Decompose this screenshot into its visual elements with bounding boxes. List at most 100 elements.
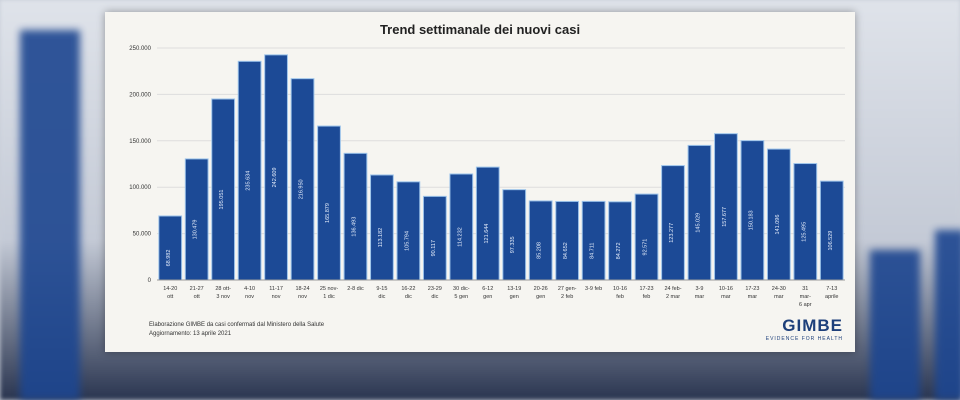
chart-card: Trend settimanale dei nuovi casi 0 50.000… [105, 12, 855, 352]
data-label: 216.950 [299, 179, 305, 199]
background-bar [20, 30, 80, 400]
data-label: 150.183 [748, 210, 754, 230]
x-tick-label: 6-12 [482, 286, 493, 292]
background-bar [935, 230, 960, 400]
data-label: 105.794 [404, 231, 410, 251]
bar [661, 165, 685, 281]
data-label: 145.029 [695, 213, 701, 233]
update-date: Aggiornamento: 13 aprile 2021 [149, 331, 232, 337]
x-tick-label: 23-29 [428, 286, 442, 292]
bar [687, 144, 712, 281]
data-label: 114.232 [457, 227, 463, 246]
x-tick-label: 17-23 [745, 286, 759, 292]
bar [422, 195, 447, 281]
x-tick-label: gen [483, 294, 492, 300]
x-tick-label: 4-10 [244, 286, 255, 292]
data-label: 141.096 [775, 215, 781, 235]
bar [608, 201, 632, 281]
x-tick-label: 2 mar [666, 294, 680, 300]
y-tick-label: 100.000 [129, 185, 151, 191]
data-label: 84.272 [616, 242, 622, 259]
x-tick-label: feb [616, 294, 624, 300]
x-tick-label: 24-30 [772, 286, 786, 292]
data-label: 97.335 [510, 236, 516, 253]
x-tick-label: 30 dic- [453, 286, 470, 292]
x-tick-label: feb [643, 294, 651, 300]
x-tick-label: 25 nov- [320, 286, 339, 292]
data-label: 136.493 [351, 217, 357, 237]
x-tick-label: 2-8 dic [347, 286, 364, 292]
data-label: 106.529 [828, 231, 834, 251]
data-label: 195.051 [219, 190, 225, 210]
data-label: 165.879 [325, 203, 331, 223]
data-label: 123.277 [669, 223, 675, 243]
x-tick-label: 10-16 [719, 286, 733, 292]
x-tick-label: gen [510, 294, 519, 300]
source-note: Elaborazione GIMBE da casi confermati da… [149, 322, 325, 328]
bar [793, 163, 818, 281]
x-tick-label: 2 feb [561, 294, 573, 300]
bar [555, 200, 580, 281]
x-tick-label: aprile [825, 294, 838, 300]
y-tick-label: 150.000 [129, 139, 151, 145]
bar [449, 173, 474, 281]
bar [502, 189, 527, 281]
x-tick-label: 27 gen- [558, 286, 577, 292]
x-tick-label: 13-19 [507, 286, 521, 292]
bar [290, 78, 315, 281]
x-tick-label: 6 apr [799, 302, 812, 308]
background-bar [870, 250, 920, 400]
x-tick-label: 28 ott- [215, 286, 231, 292]
x-tick-label: nov [245, 294, 254, 300]
x-tick-label: ott [167, 294, 174, 300]
bar [184, 158, 209, 281]
x-tick-label: 20-26 [534, 286, 548, 292]
x-tick-label: 14-20 [163, 286, 177, 292]
x-tick-label: dic [405, 294, 412, 300]
data-label: 90.117 [431, 240, 437, 256]
x-tick-label: 1 dic [323, 294, 335, 300]
x-tick-label: nov [298, 294, 307, 300]
x-tick-label: dic [378, 294, 385, 300]
x-tick-label: gen [536, 294, 545, 300]
x-tick-label: 3-9 [695, 286, 703, 292]
bar [370, 174, 394, 281]
x-tick-label: mar [721, 294, 731, 300]
x-tick-label: 3 nov [216, 294, 230, 300]
bar [528, 200, 553, 281]
x-tick-label: mar [695, 294, 705, 300]
x-tick-label: 3-9 feb [585, 286, 602, 292]
data-label: 157.677 [722, 207, 728, 227]
x-tick-label: 21-27 [190, 286, 204, 292]
data-label: 125.495 [801, 222, 807, 242]
bar [396, 181, 421, 281]
bar [158, 215, 183, 281]
x-tick-label: 24 feb- [664, 286, 681, 292]
y-tick-label: 250.000 [129, 46, 151, 52]
x-tick-label: mar- [800, 294, 811, 300]
data-label: 84.711 [590, 242, 596, 258]
bar [343, 152, 368, 281]
bar [766, 148, 791, 281]
gimbe-logo: GIMBE EVIDENCE FOR HEALTH [765, 316, 843, 342]
bar [237, 60, 262, 281]
data-label: 68.982 [166, 250, 172, 267]
x-tick-label: 17-23 [639, 286, 653, 292]
x-tick-label: 5 gen [454, 294, 468, 300]
data-label: 92.571 [643, 239, 649, 256]
bar [740, 140, 765, 281]
y-tick-label: 0 [148, 278, 152, 284]
bar [634, 193, 659, 281]
data-label: 84.652 [563, 242, 569, 259]
x-tick-label: mar [774, 294, 784, 300]
data-label: 85.208 [537, 242, 543, 259]
x-tick-label: 11-17 [269, 286, 283, 292]
y-tick-label: 200.000 [129, 92, 151, 98]
x-tick-label: 9-15 [376, 286, 387, 292]
bar [475, 166, 500, 281]
data-label: 113.182 [378, 228, 384, 247]
bar [581, 200, 606, 281]
data-label: 242.609 [272, 167, 278, 187]
bar-chart: 0 50.000 100.000 150.000 200.000 250.000 68.98… [129, 46, 845, 308]
y-tick-label: 50.000 [133, 232, 152, 238]
